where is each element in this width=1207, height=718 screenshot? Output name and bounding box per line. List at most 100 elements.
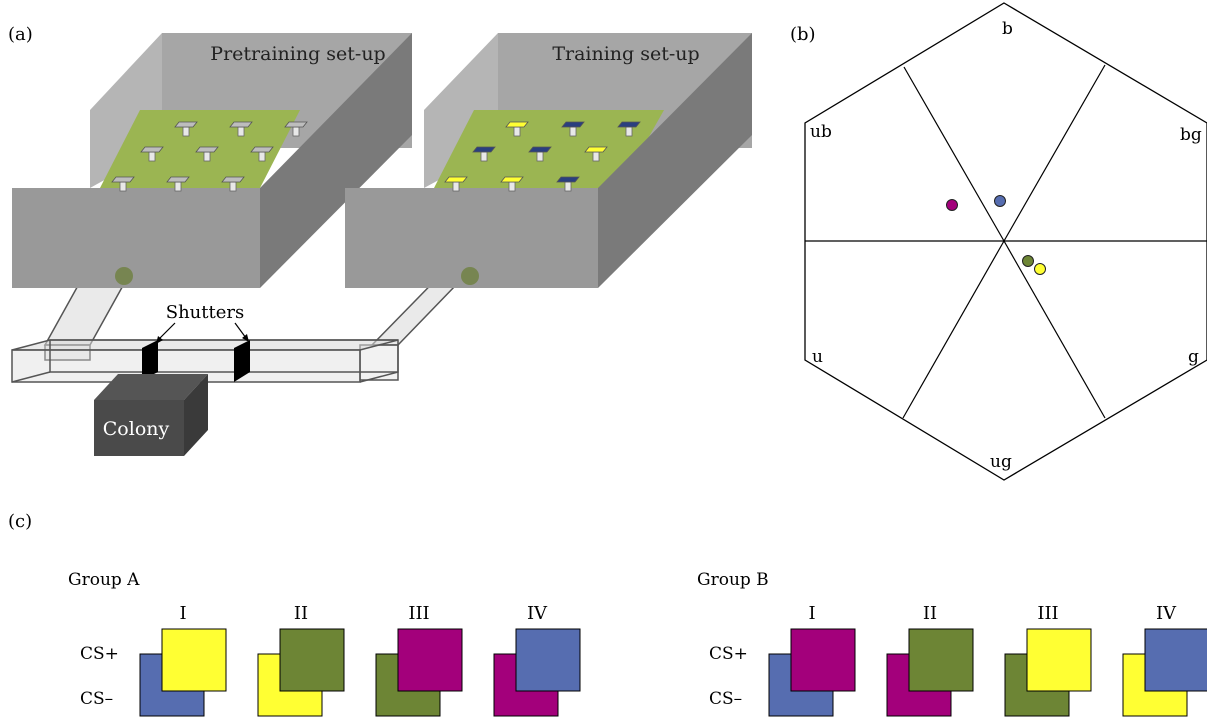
colony-box: Colony xyxy=(94,374,208,456)
cs-plus-label: CS+ xyxy=(709,644,748,664)
training-feeder-8 xyxy=(500,176,524,192)
training-title: Training set-up xyxy=(552,43,699,65)
pair-numeral: I xyxy=(808,603,815,624)
shutters: Shutters xyxy=(142,302,250,382)
sector-label-bg: bg xyxy=(1180,125,1202,145)
shutter-arrow-right xyxy=(234,322,247,339)
training-right-wall xyxy=(598,33,752,288)
stimulus-pair-IV: IV xyxy=(1122,603,1207,717)
panel-c-label: (c) xyxy=(8,511,32,532)
colour-hexagon-outline xyxy=(804,2,1207,481)
cs-plus-square-blue xyxy=(515,628,581,692)
cs-plus-label: CS+ xyxy=(80,644,119,664)
pretraining-feeder-7 xyxy=(111,176,135,192)
sector-label-ub: ub xyxy=(810,122,832,142)
training-feeder-6 xyxy=(584,146,608,162)
right-tunnel-front xyxy=(359,344,399,381)
panel-b: (b) b bg g ug u ub xyxy=(790,2,1207,481)
group-b: Group BCS+CS–I II III IV xyxy=(697,570,1207,717)
pair-numeral: IV xyxy=(527,603,548,624)
training-feeder-2 xyxy=(561,121,585,137)
sector-lines xyxy=(805,64,1207,419)
sector-line-4 xyxy=(902,240,1005,419)
pretraining-feeder-5 xyxy=(195,146,219,162)
shutters-label: Shutters xyxy=(166,302,244,323)
group-a: Group ACS+CS–I II III IV xyxy=(68,570,581,717)
cs-minus-label: CS– xyxy=(709,689,742,709)
pretraining-feeders xyxy=(111,121,308,192)
colony-side xyxy=(184,374,208,456)
training-arena: Training set-up xyxy=(345,33,752,288)
pretraining-right-wall xyxy=(260,33,412,288)
pretraining-feeder-4 xyxy=(140,146,164,162)
training-feeder-9 xyxy=(556,176,580,192)
locus-blue xyxy=(994,195,1006,207)
colony-label: Colony xyxy=(103,418,170,440)
stimulus-pair-I: I xyxy=(768,603,856,717)
shutter-arrow-left xyxy=(157,322,176,341)
stimulus-pair-III: III xyxy=(1004,603,1092,717)
pretraining-entrance-hole xyxy=(115,267,133,285)
training-feeder-5 xyxy=(528,146,552,162)
cs-plus-square-blue xyxy=(1144,628,1207,692)
sector-labels: b bg g ug u ub xyxy=(810,19,1202,472)
cs-plus-square-olive xyxy=(279,628,345,692)
locus-yellow xyxy=(1034,263,1046,275)
pretraining-feeder-1 xyxy=(174,121,198,137)
sector-line-2 xyxy=(1003,64,1106,242)
group-title: Group B xyxy=(697,570,769,590)
pretraining-feeder-9 xyxy=(221,176,245,192)
pretraining-title: Pretraining set-up xyxy=(210,43,385,65)
cs-plus-square-magenta xyxy=(397,628,463,692)
shutter-right xyxy=(234,340,250,382)
training-feeder-7 xyxy=(444,176,468,192)
cs-plus-square-magenta xyxy=(790,628,856,692)
stimulus-pair-II: II xyxy=(257,603,345,717)
locus-olive xyxy=(1022,255,1034,267)
shutter-left xyxy=(142,340,158,380)
sector-label-g: g xyxy=(1188,347,1199,367)
horizontal-tunnel-top xyxy=(11,339,399,351)
stimulus-loci xyxy=(946,195,1046,275)
training-feeders xyxy=(444,121,641,192)
pair-numeral: II xyxy=(294,603,308,624)
training-feeder-4 xyxy=(472,146,496,162)
training-front-wall xyxy=(345,188,598,288)
panel-a-label: (a) xyxy=(8,24,33,45)
stimulus-pair-I: I xyxy=(139,603,227,717)
panel-b-label: (b) xyxy=(790,24,816,45)
locus-magenta xyxy=(946,199,958,211)
training-feeder-1 xyxy=(505,121,529,137)
sector-line-1 xyxy=(903,66,1005,242)
sector-line-3 xyxy=(1003,240,1106,419)
pair-numeral: IV xyxy=(1156,603,1177,624)
training-feeder-3 xyxy=(617,121,641,137)
group-title: Group A xyxy=(68,570,140,590)
cs-plus-square-yellow xyxy=(1026,628,1092,692)
stimulus-pair-III: III xyxy=(375,603,463,717)
pair-numeral: II xyxy=(923,603,937,624)
pretraining-arena: Pretraining set-up xyxy=(12,33,412,288)
panel-a: (a) Pretraining set-up xyxy=(8,24,752,456)
pretraining-feeder-3 xyxy=(284,121,308,137)
cs-plus-square-olive xyxy=(908,628,974,692)
cs-plus-square-yellow xyxy=(161,628,227,692)
pretraining-feeder-8 xyxy=(166,176,190,192)
pair-numeral: III xyxy=(408,603,429,624)
cs-minus-label: CS– xyxy=(80,689,113,709)
pretraining-feeder-6 xyxy=(250,146,274,162)
pretraining-feeder-2 xyxy=(229,121,253,137)
colony-front xyxy=(94,400,184,456)
pair-numeral: I xyxy=(179,603,186,624)
training-entrance-hole xyxy=(461,267,479,285)
pretraining-front-wall xyxy=(12,188,260,288)
sector-label-ug: ug xyxy=(990,452,1012,472)
sector-label-u: u xyxy=(812,347,823,367)
stimulus-pair-II: II xyxy=(886,603,974,717)
pair-numeral: III xyxy=(1037,603,1058,624)
sector-label-b: b xyxy=(1002,19,1013,39)
colony-top xyxy=(94,374,208,400)
